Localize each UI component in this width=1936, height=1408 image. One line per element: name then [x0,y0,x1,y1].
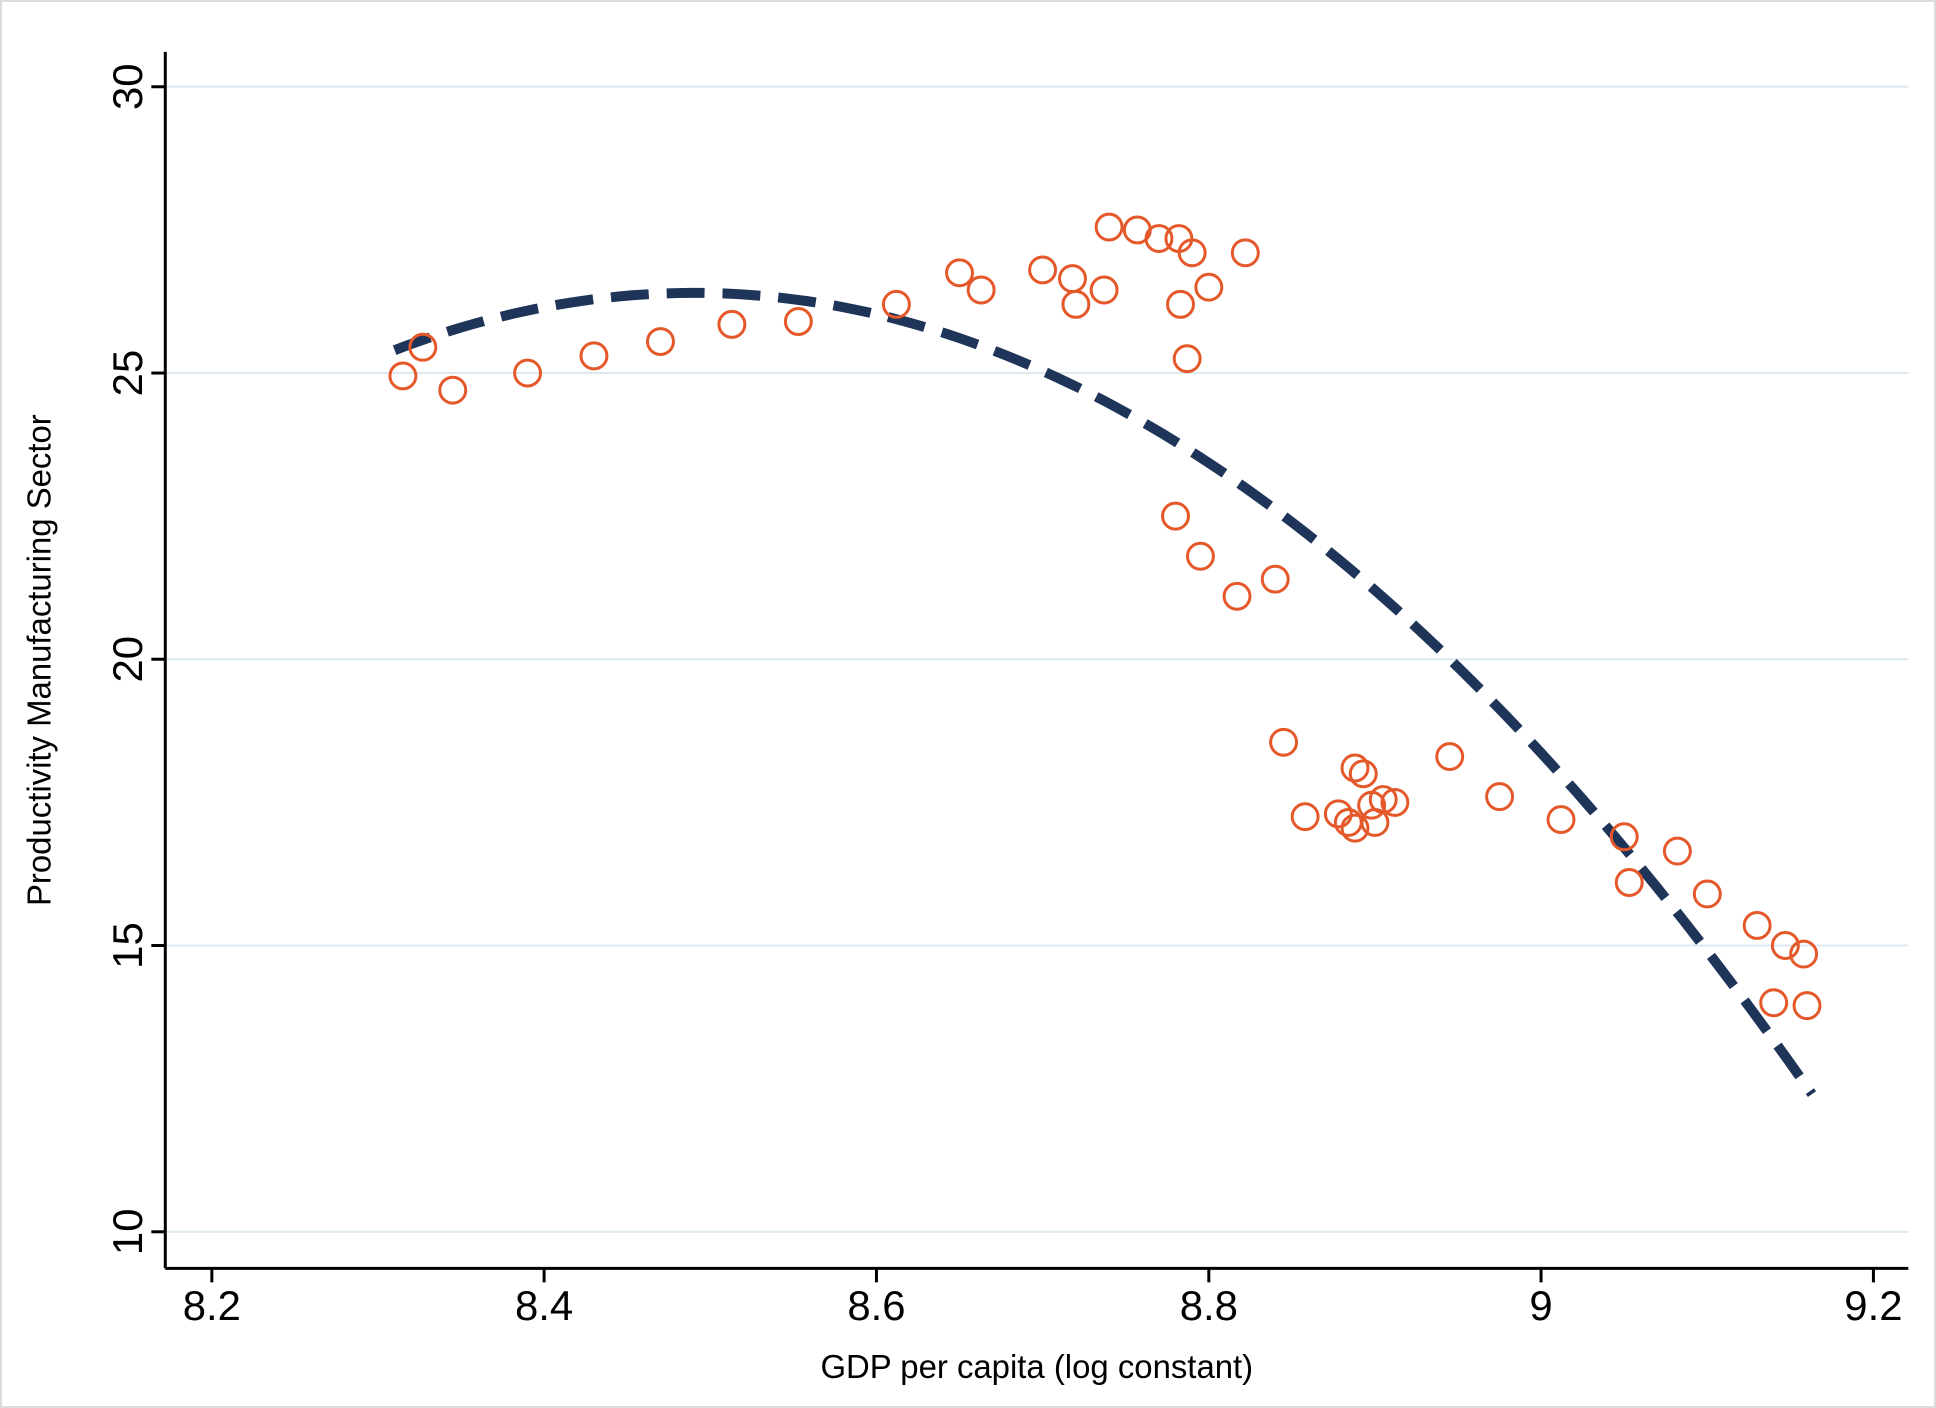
data-point [1161,501,1190,531]
data-point [1061,289,1091,319]
data-point [1792,991,1822,1021]
data-point [1789,939,1819,969]
data-point [1058,264,1087,294]
data-point [1435,742,1465,772]
data-point [1546,805,1576,835]
data-point [966,275,996,305]
y-tick-label: 10 [104,1209,151,1256]
data-point [1770,931,1800,960]
data-point [388,361,418,391]
data-point [1368,785,1398,814]
data-point [881,289,911,319]
data-point [1614,868,1644,897]
x-tick-label: 9.2 [1844,1282,1902,1329]
data-point [1185,541,1215,571]
x-tick-label: 8.6 [847,1282,905,1329]
chart-render-root: 10 15 20 25 30 8.2 8.4 8.6 8.8 9 9.2 [104,51,1909,1329]
data-point [1172,344,1202,374]
x-tick-label: 8.2 [183,1282,241,1329]
data-point [945,258,974,288]
x-axis-title: GDP per capita (log constant) [820,1348,1253,1385]
data-point [1742,911,1772,940]
data-point [1759,988,1789,1018]
y-tick-label: 30 [104,63,151,110]
data-point [1089,275,1119,305]
data-point [1144,224,1174,253]
data-point [783,307,813,336]
data-point [1380,787,1410,817]
data-point [1485,782,1515,812]
x-tick-label: 9 [1529,1282,1552,1329]
data-point [438,375,468,405]
data-point [1028,255,1058,285]
data-point [1348,759,1378,789]
data-point [579,341,609,371]
x-tick-label: 8.8 [1180,1282,1238,1329]
data-point [1194,272,1224,302]
fit-line [392,287,1817,1097]
data-point [1692,879,1722,909]
data-point [1222,581,1252,611]
data-point [1340,753,1370,783]
y-tick-label: 15 [104,922,151,969]
data-point [1177,238,1207,268]
data-point [1230,238,1260,268]
x-tick-label: 8.4 [515,1282,573,1329]
y-tick-label: 25 [104,350,151,397]
data-point [1269,727,1299,757]
data-point [1340,813,1370,843]
data-point [513,358,543,388]
data-point [1323,799,1353,829]
data-point [1609,822,1639,852]
data-point [408,332,438,362]
y-tick-label: 20 [104,636,151,683]
data-point [646,327,675,356]
data-point [717,309,747,339]
data-point [1260,564,1290,594]
y-axis-title: Productivity Manufacturing Sector [21,414,58,906]
data-point [1662,836,1692,866]
data-point [1166,289,1195,319]
data-point [1290,802,1320,832]
data-point [1094,212,1124,242]
